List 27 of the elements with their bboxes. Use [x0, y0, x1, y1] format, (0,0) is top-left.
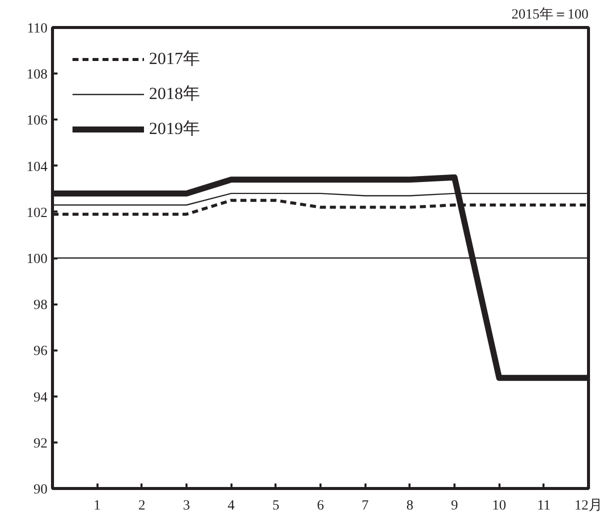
x-tick-label: 2 [138, 498, 146, 514]
y-tick-label: 102 [26, 206, 48, 221]
x-tick-label: 10 [492, 498, 506, 514]
x-tick-label: 6 [317, 498, 324, 514]
y-tick-label: 90 [34, 482, 48, 498]
y-tick-label: 100 [26, 252, 48, 267]
y-tick-label: 98 [34, 298, 48, 314]
y-tick-label: 94 [34, 390, 48, 406]
y-tick-label: 104 [26, 160, 48, 175]
legend-label: 2018年 [149, 83, 200, 105]
legend-label: 2019年 [149, 118, 200, 140]
y-tick-label: 110 [27, 22, 48, 36]
x-tick-label: 8 [406, 498, 414, 514]
x-tick-label: 5 [272, 498, 280, 514]
x-tick-label: 7 [362, 498, 369, 514]
x-tick-label: 12月 [574, 498, 602, 514]
y-tick-label: 106 [26, 114, 48, 129]
y-tick-label: 96 [34, 344, 48, 360]
y-tick-label: 108 [26, 68, 48, 83]
y-tick-label: 92 [34, 436, 48, 452]
x-tick-label: 4 [228, 498, 235, 514]
text: 2015年＝100 [512, 6, 588, 22]
x-tick-label: 11 [537, 498, 551, 514]
x-tick-label: 3 [183, 498, 190, 514]
x-tick-label: 9 [451, 498, 458, 514]
x-tick-label: 1 [94, 498, 101, 514]
legend-label: 2017年 [149, 48, 200, 70]
